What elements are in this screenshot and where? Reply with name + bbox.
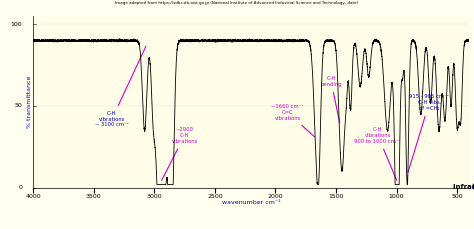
Text: C-H
bending: C-H bending — [320, 76, 342, 123]
Text: 1500 - 400 cm⁻¹ fingerprint region: 1500 - 400 cm⁻¹ fingerprint region — [472, 185, 474, 190]
Text: ~2900
C-H
vibrations: ~2900 C-H vibrations — [162, 127, 198, 180]
Text: 0: 0 — [18, 185, 22, 190]
Text: CH₃–CH₂–CH₂–CH=CH₂: CH₃–CH₂–CH₂–CH=CH₂ — [472, 183, 474, 192]
Text: C-H
vibrations
~ 3100 cm⁻¹: C-H vibrations ~ 3100 cm⁻¹ — [95, 46, 146, 127]
Text: 100: 100 — [10, 22, 22, 27]
Text: 915 - 905 cm⁻¹
C-H vibs.
of =CH₂: 915 - 905 cm⁻¹ C-H vibs. of =CH₂ — [408, 94, 449, 172]
Text: C-H
vibrations
900 to 1000 cm⁻¹: C-H vibrations 900 to 1000 cm⁻¹ — [355, 127, 401, 180]
Text: 50: 50 — [15, 104, 22, 109]
Text: Image adapted from https://sdbs.db.aist.go.jp (National Institute of Advanced In: Image adapted from https://sdbs.db.aist.… — [115, 1, 359, 5]
X-axis label: wavenumber cm⁻¹: wavenumber cm⁻¹ — [222, 200, 281, 205]
Text: ~1660 cm⁻¹
C=C
vibrations: ~1660 cm⁻¹ C=C vibrations — [272, 104, 315, 137]
Y-axis label: % transmittance: % transmittance — [27, 76, 32, 128]
Text: Infrared spectrum of pent-1-ene: Infrared spectrum of pent-1-ene — [453, 185, 474, 191]
